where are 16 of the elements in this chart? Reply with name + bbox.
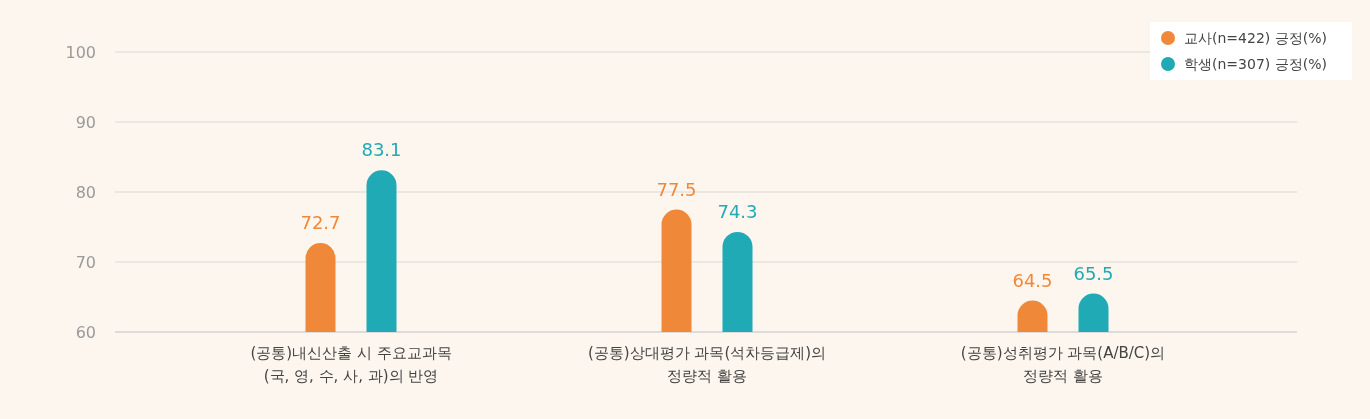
- y-tick-label: 60: [75, 323, 96, 342]
- data-label: 64.5: [1012, 269, 1053, 291]
- y-tick-label: 90: [75, 113, 96, 132]
- y-tick-label: 70: [75, 253, 96, 272]
- data-label: 77.5: [656, 178, 697, 200]
- legend-label: 교사(n=422) 긍정(%): [1184, 30, 1327, 46]
- data-label: 72.7: [300, 212, 341, 234]
- data-label: 65.5: [1073, 262, 1114, 284]
- data-label: 74.3: [717, 200, 758, 222]
- y-tick-label: 100: [65, 43, 96, 62]
- legend-label: 학생(n=307) 긍정(%): [1184, 56, 1327, 72]
- data-label: 83.1: [361, 139, 402, 161]
- y-tick-label: 80: [75, 183, 96, 202]
- x-tick-label: (공통)내신산출 시 주요교과목 (국, 영, 수, 사, 과)의 반영: [250, 344, 452, 385]
- x-tick-label: (공통)상대평가 과목(석차등급제)의 정량적 활용: [587, 344, 827, 385]
- x-tick-label: (공통)성취평가 과목(A/B/C)의 정량적 활용: [960, 344, 1166, 385]
